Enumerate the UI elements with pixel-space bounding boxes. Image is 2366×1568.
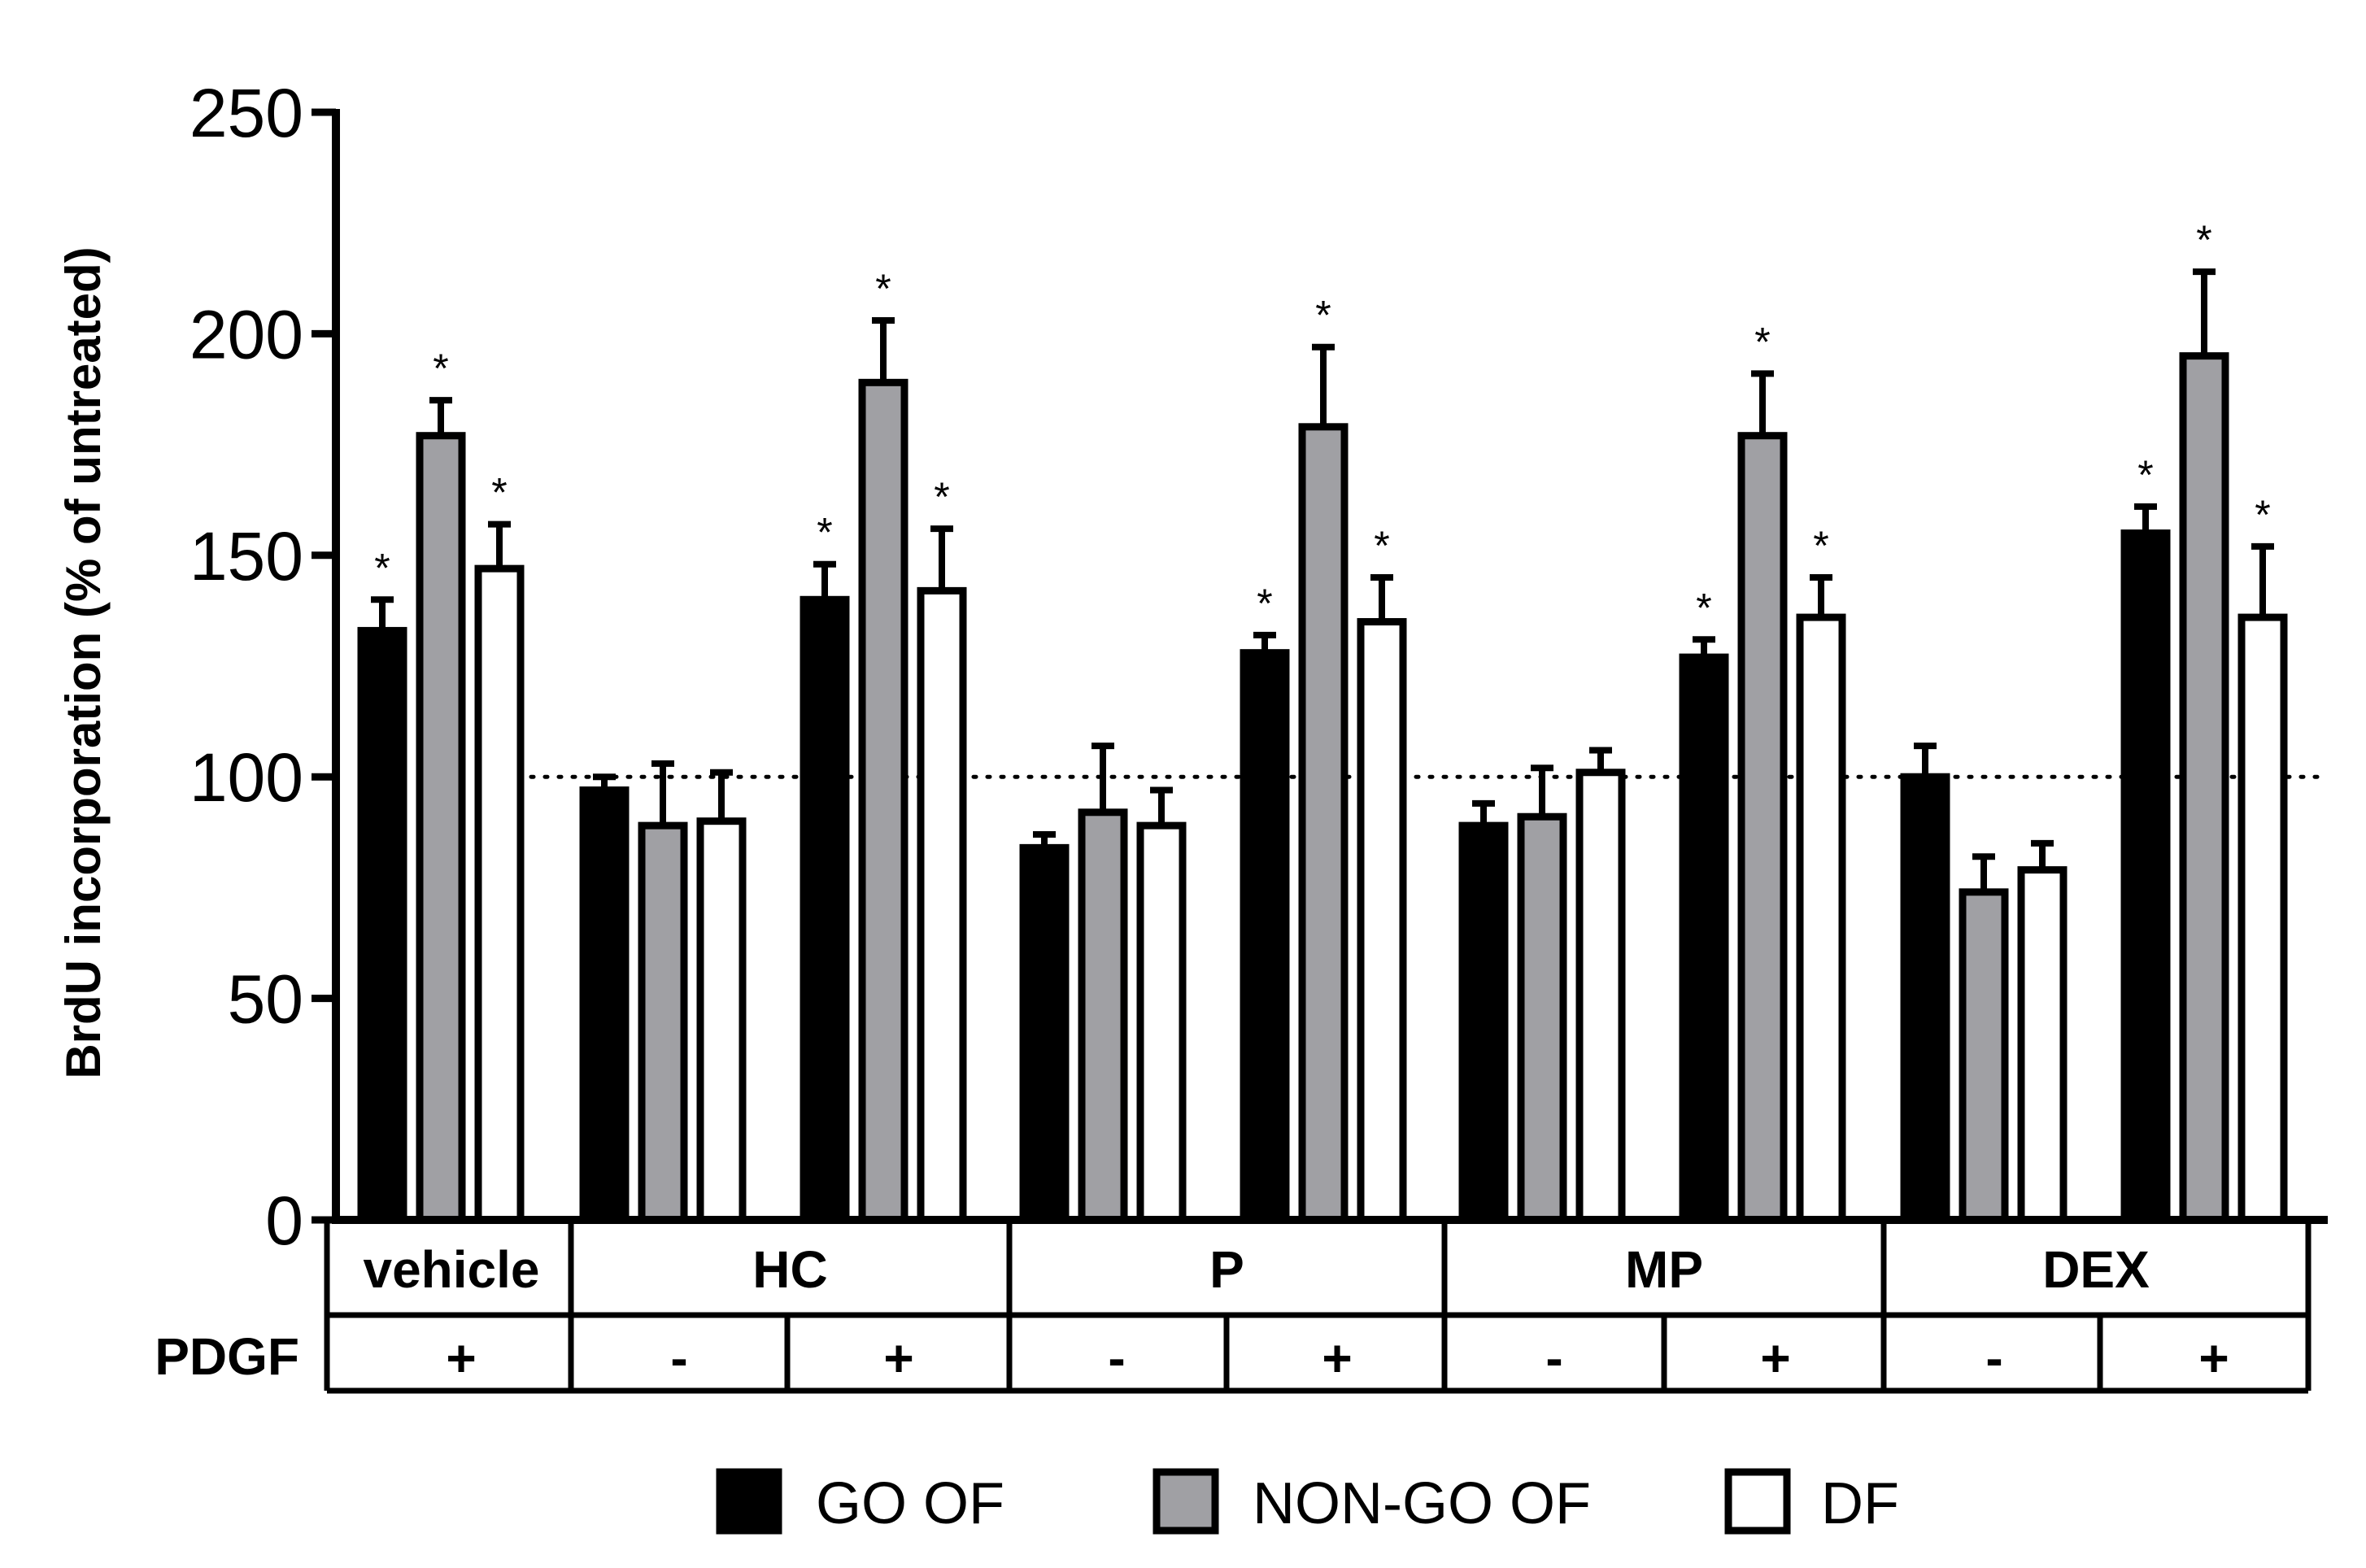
legend-swatch-go-of xyxy=(716,1468,782,1535)
significance-marker: * xyxy=(1257,581,1272,626)
significance-marker: * xyxy=(1374,523,1389,568)
legend-swatch-non-go-of xyxy=(1152,1468,1219,1535)
significance-marker: * xyxy=(817,510,832,555)
bar-df xyxy=(696,817,747,1224)
y-tick-label: 250 xyxy=(190,75,303,151)
treatment-label-mp: MP xyxy=(1625,1240,1703,1299)
legend-label-go-of: GO OF xyxy=(816,1471,1004,1536)
significance-marker: * xyxy=(2196,217,2211,263)
significance-marker: * xyxy=(2137,452,2153,498)
bar-df xyxy=(1575,769,1626,1224)
significance-marker: * xyxy=(374,545,390,590)
bar-go-of xyxy=(579,786,630,1224)
bar-non-go-of xyxy=(1517,812,1567,1224)
bar-df xyxy=(2237,613,2288,1224)
bar-go-of xyxy=(357,626,407,1224)
pdgf-value: - xyxy=(1108,1329,1125,1387)
bar-df xyxy=(1796,613,1846,1224)
significance-marker: * xyxy=(875,266,891,311)
legend-swatch-df xyxy=(1724,1468,1791,1535)
bar-go-of xyxy=(1240,649,1290,1224)
bar-non-go-of xyxy=(1959,888,2009,1224)
pdgf-value: + xyxy=(883,1329,913,1387)
y-tick-label: 150 xyxy=(190,518,303,595)
significance-marker: * xyxy=(433,346,448,391)
significance-marker: * xyxy=(1813,523,1828,568)
pdgf-value: + xyxy=(2198,1329,2229,1387)
significance-marker: * xyxy=(1754,319,1770,364)
significance-marker: * xyxy=(934,474,949,520)
pdgf-value: + xyxy=(1322,1329,1352,1387)
pdgf-value: - xyxy=(1985,1329,2002,1387)
y-tick-label: 50 xyxy=(228,961,303,1038)
treatment-label-p: P xyxy=(1209,1240,1244,1299)
y-axis: 0 50 100 150 200 250 BrdU incorporation (% of … xyxy=(56,75,2328,1259)
bar-go-of xyxy=(1900,773,1950,1224)
legend-label-non-go-of: NON-GO OF xyxy=(1253,1471,1591,1536)
bar-non-go-of xyxy=(1078,808,1128,1224)
significance-marker: * xyxy=(1315,293,1331,338)
bar-go-of xyxy=(2120,529,2171,1224)
pdgf-value: + xyxy=(446,1329,476,1387)
bar-non-go-of xyxy=(858,378,908,1224)
pdgf-value: + xyxy=(1760,1329,1790,1387)
legend: GO OF NON-GO OF DF xyxy=(716,1468,1899,1536)
treatment-table: vehicle HC P MP DEX + - + - + - + - + PDGF xyxy=(155,1220,2312,1394)
y-tick-label: 0 xyxy=(265,1183,303,1259)
bar-df xyxy=(474,564,525,1224)
pdgf-row-label: PDGF xyxy=(155,1327,299,1386)
bar-df xyxy=(917,586,967,1224)
bar-go-of xyxy=(1679,653,1729,1224)
treatment-label-hc: HC xyxy=(752,1240,827,1299)
pdgf-value: - xyxy=(670,1329,687,1387)
bar-non-go-of xyxy=(638,821,688,1224)
treatment-label-dex: DEX xyxy=(2042,1240,2150,1299)
treatment-label-vehicle: vehicle xyxy=(363,1240,539,1299)
bars-layer: * * * * * * * * * * * * * * * xyxy=(357,217,2288,1224)
bar-df xyxy=(1136,821,1187,1224)
y-axis-label: BrdU incorporation (% of untreated) xyxy=(56,246,111,1078)
y-tick-label: 100 xyxy=(190,739,303,816)
bar-go-of xyxy=(1458,821,1509,1224)
legend-label-df: DF xyxy=(1821,1471,1899,1536)
bar-df xyxy=(1357,618,1407,1224)
bar-go-of xyxy=(1019,843,1070,1224)
bar-non-go-of xyxy=(1737,432,1788,1224)
significance-marker: * xyxy=(2255,492,2270,538)
y-tick-label: 200 xyxy=(190,296,303,372)
bar-non-go-of xyxy=(416,432,466,1224)
significance-marker: * xyxy=(491,470,507,516)
pdgf-value: - xyxy=(1545,1329,1562,1387)
bar-df xyxy=(2017,866,2068,1224)
bar-non-go-of xyxy=(2179,352,2229,1224)
significance-marker: * xyxy=(1696,585,1711,630)
bar-go-of xyxy=(800,595,850,1224)
bar-non-go-of xyxy=(1298,423,1349,1224)
